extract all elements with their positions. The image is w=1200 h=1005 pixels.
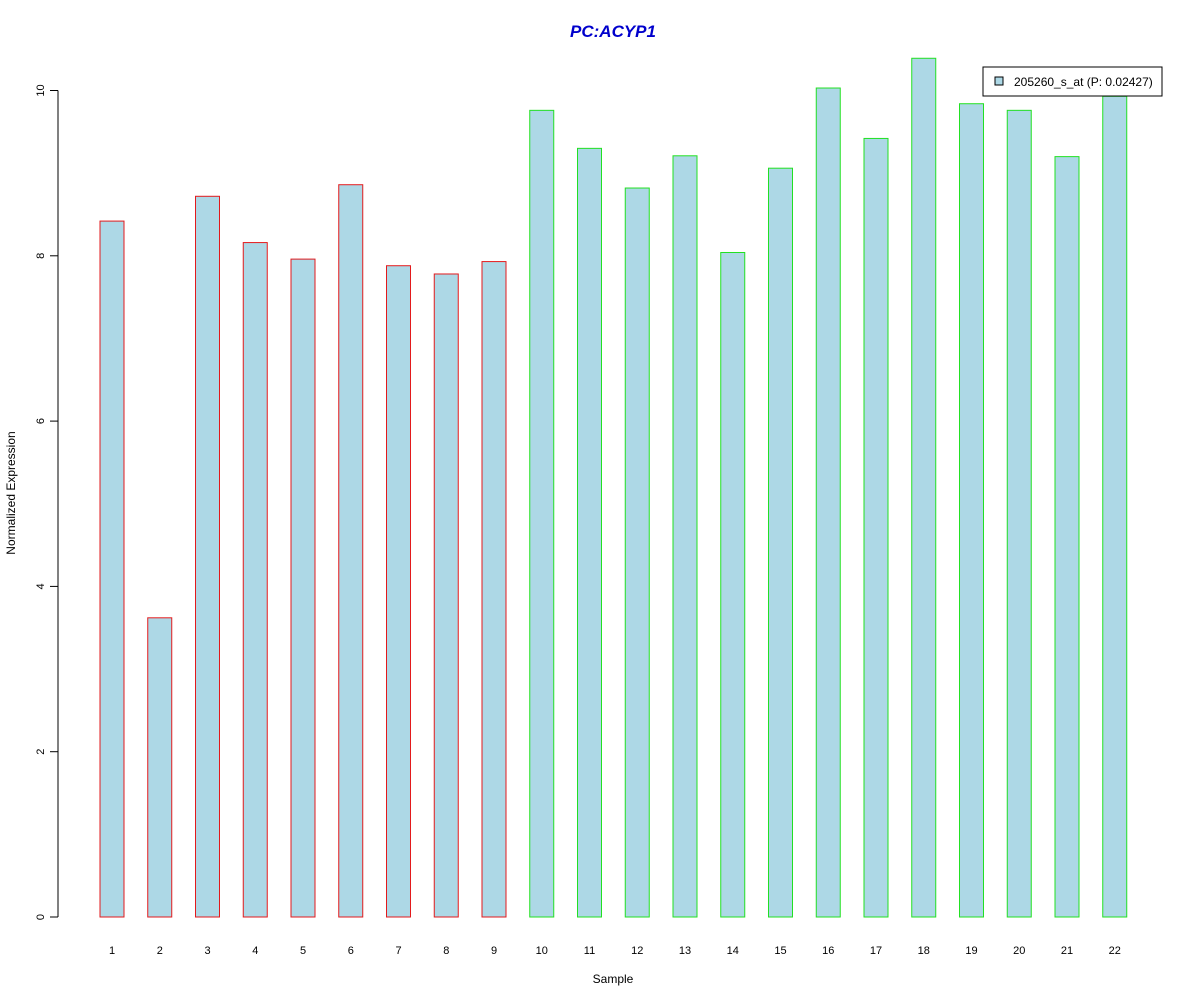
x-tick-label: 12 (631, 945, 643, 957)
bar-sample-4 (242, 242, 268, 918)
bar-sample-12 (624, 187, 650, 918)
x-tick-label: 2 (157, 945, 163, 957)
bars-group (99, 57, 1128, 918)
bar-sample-11 (577, 147, 602, 918)
legend-label: 205260_s_at (P: 0.02427) (1014, 75, 1153, 89)
x-tick-label: 9 (491, 945, 497, 957)
x-tick-label: 14 (727, 945, 739, 957)
x-tick-label: 6 (348, 945, 354, 957)
y-tick-label: 8 (35, 253, 47, 259)
x-tick-label: 21 (1061, 945, 1073, 957)
chart-title: PC:ACYP1 (570, 22, 656, 41)
x-tick-label: 8 (443, 945, 449, 957)
bar-sample-9 (481, 261, 507, 918)
bar-sample-16 (815, 87, 841, 918)
x-tick-label: 13 (679, 945, 691, 957)
bar-sample-3 (195, 195, 220, 918)
x-tick-label: 19 (965, 945, 977, 957)
bar-sample-15 (768, 167, 793, 918)
x-tick-label: 18 (918, 945, 930, 957)
bar-sample-21 (1054, 156, 1080, 918)
bar-sample-7 (386, 265, 411, 918)
x-axis-label: Sample (593, 972, 634, 986)
y-tick-label: 6 (35, 418, 47, 424)
x-tick-label: 4 (252, 945, 258, 957)
bar-sample-13 (672, 155, 698, 918)
bar-sample-10 (529, 109, 555, 918)
bar-sample-22 (1102, 95, 1128, 918)
x-tick-label: 15 (774, 945, 786, 957)
y-tick-label: 0 (35, 914, 47, 920)
x-tick-label: 7 (395, 945, 401, 957)
bar-sample-5 (290, 258, 316, 918)
x-tick-label: 20 (1013, 945, 1025, 957)
bar-sample-8 (433, 273, 459, 918)
y-axis-label: Normalized Expression (4, 431, 18, 554)
legend-swatch (994, 76, 1004, 86)
x-tick-label: 11 (584, 945, 595, 957)
x-tick-label: 17 (870, 945, 882, 957)
bar-sample-18 (911, 57, 937, 918)
legend-box (982, 66, 1163, 97)
bar-sample-19 (959, 103, 984, 918)
x-tick-label: 1 (109, 945, 115, 957)
bar-sample-1 (99, 220, 125, 918)
bar-sample-2 (147, 617, 173, 918)
legend: 205260_s_at (P: 0.02427) (982, 66, 1163, 97)
y-tick-label: 4 (35, 583, 47, 589)
bar-sample-6 (338, 184, 364, 918)
x-tick-label: 5 (300, 945, 306, 957)
bar-sample-20 (1006, 109, 1032, 918)
x-tick-labels: 1 2 3 4 5 6 7 8 9 10 11 12 13 14 15 16 17 18 19 20 21 22 (109, 945, 1121, 957)
x-tick-label: 3 (204, 945, 210, 957)
x-tick-label: 16 (822, 945, 834, 957)
y-axis: 0 2 4 6 8 10 (35, 84, 59, 920)
x-tick-label: 22 (1109, 945, 1121, 957)
y-tick-label: 2 (35, 749, 47, 755)
y-tick-label: 10 (35, 84, 47, 96)
bar-sample-14 (720, 251, 746, 918)
x-tick-label: 10 (536, 945, 548, 957)
bar-sample-17 (863, 137, 889, 918)
